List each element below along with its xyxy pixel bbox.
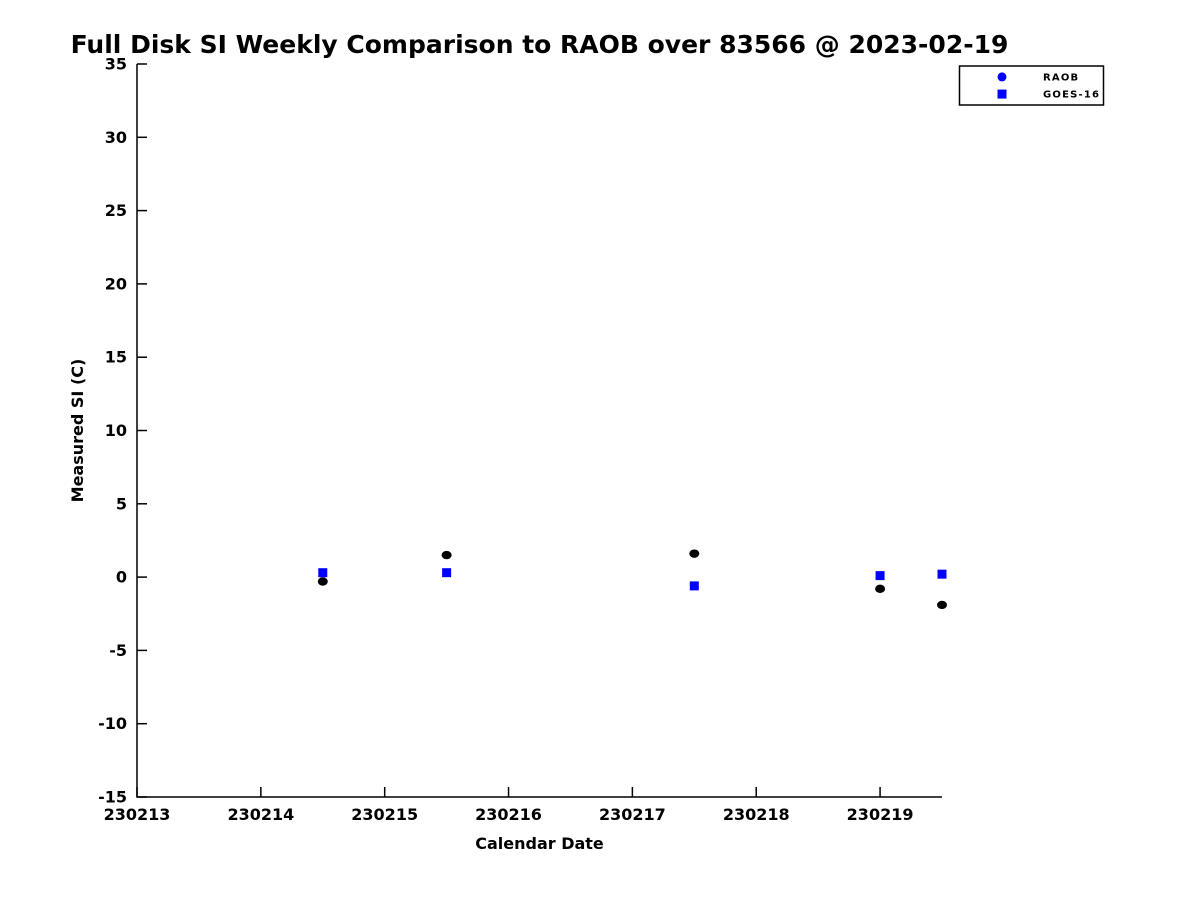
x-tick-label: 230214 bbox=[227, 805, 294, 824]
y-tick-label: 10 bbox=[105, 421, 127, 440]
data-point-raob bbox=[441, 550, 452, 560]
legend-label-raob: RAOB bbox=[1043, 72, 1079, 83]
y-tick-label: -15 bbox=[98, 788, 127, 807]
data-point-raob bbox=[875, 584, 886, 594]
chart-title: Full Disk SI Weekly Comparison to RAOB o… bbox=[71, 30, 1009, 59]
data-point-goes-16 bbox=[442, 568, 452, 578]
y-tick-label: 25 bbox=[105, 201, 127, 220]
legend-box bbox=[958, 65, 1105, 106]
x-tick-label: 230218 bbox=[723, 805, 790, 824]
x-tick-label: 230219 bbox=[847, 805, 914, 824]
y-tick-label: 5 bbox=[116, 494, 127, 513]
data-point-raob bbox=[317, 577, 328, 586]
data-point-goes-16 bbox=[937, 569, 947, 579]
legend: RAOB GOES-16 bbox=[958, 65, 1105, 106]
x-tick-label: 230213 bbox=[104, 805, 171, 824]
y-tick-label: 15 bbox=[105, 348, 127, 367]
x-tick-label: 230217 bbox=[599, 805, 666, 824]
data-point-raob bbox=[937, 600, 947, 610]
y-tick-label: 20 bbox=[105, 274, 127, 293]
x-axis-label: Calendar Date bbox=[475, 834, 604, 853]
x-tick-label: 230215 bbox=[351, 805, 418, 824]
data-point-goes-16 bbox=[689, 581, 699, 591]
data-point-raob bbox=[689, 549, 700, 558]
legend-label-goes-16: GOES-16 bbox=[1043, 90, 1100, 101]
data-point-goes-16 bbox=[875, 571, 885, 581]
x-tick-label: 230216 bbox=[475, 805, 542, 824]
raob-circle-icon bbox=[997, 72, 1007, 82]
y-tick-label: 30 bbox=[105, 128, 127, 147]
axes bbox=[136, 64, 942, 798]
y-axis-label: Measured SI (C) bbox=[68, 359, 87, 503]
data-point-goes-16 bbox=[318, 568, 328, 578]
y-tick-label: -10 bbox=[98, 714, 127, 733]
y-tick-label: 0 bbox=[116, 568, 127, 587]
y-tick-label: 35 bbox=[105, 55, 127, 74]
y-tick-label: -5 bbox=[109, 641, 127, 660]
goes-16-square-icon bbox=[997, 89, 1007, 99]
